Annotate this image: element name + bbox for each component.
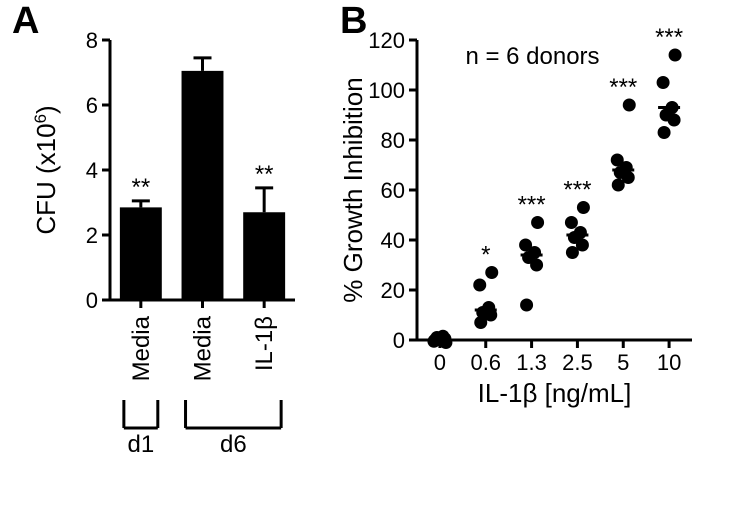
svg-text:CFU (x106): CFU (x106) <box>31 105 62 234</box>
svg-text:**: ** <box>131 174 150 201</box>
svg-text:0: 0 <box>393 328 405 353</box>
svg-text:Media: Media <box>190 315 217 381</box>
svg-text:20: 20 <box>381 278 405 303</box>
svg-text:***: *** <box>655 24 683 51</box>
svg-text:40: 40 <box>381 228 405 253</box>
svg-text:0.6: 0.6 <box>470 350 501 375</box>
svg-text:8: 8 <box>86 28 98 53</box>
panel-a-chart: 0 2 4 6 8 CFU (x106) ** Media Media ** IL-1β d1 d6 <box>0 0 340 520</box>
svg-text:IL-1β: IL-1β <box>251 316 278 371</box>
svg-text:1.3: 1.3 <box>516 350 547 375</box>
svg-text:2.5: 2.5 <box>562 350 593 375</box>
svg-text:5: 5 <box>617 350 629 375</box>
svg-text:n = 6 donors: n = 6 donors <box>465 43 599 70</box>
svg-text:60: 60 <box>381 178 405 203</box>
svg-text:**: ** <box>255 161 274 188</box>
svg-text:4: 4 <box>86 158 98 183</box>
svg-text:120: 120 <box>368 28 405 53</box>
svg-text:0: 0 <box>86 288 98 313</box>
svg-text:80: 80 <box>381 128 405 153</box>
svg-text:d1: d1 <box>127 431 154 458</box>
svg-text:0: 0 <box>434 350 446 375</box>
svg-text:d6: d6 <box>220 431 247 458</box>
svg-text:***: *** <box>609 74 637 101</box>
panel-b-chart: 020406080100120% Growth Inhibitionn = 6 … <box>340 0 729 520</box>
svg-text:6: 6 <box>86 93 98 118</box>
svg-text:***: *** <box>518 192 546 219</box>
svg-text:100: 100 <box>368 78 405 103</box>
svg-text:10: 10 <box>657 350 681 375</box>
svg-text:2: 2 <box>86 223 98 248</box>
svg-text:***: *** <box>563 177 591 204</box>
svg-text:*: * <box>481 242 490 269</box>
svg-text:% Growth Inhibition: % Growth Inhibition <box>340 77 368 302</box>
svg-text:IL-1β [ng/mL]: IL-1β [ng/mL] <box>478 378 632 408</box>
svg-text:Media: Media <box>128 315 155 381</box>
